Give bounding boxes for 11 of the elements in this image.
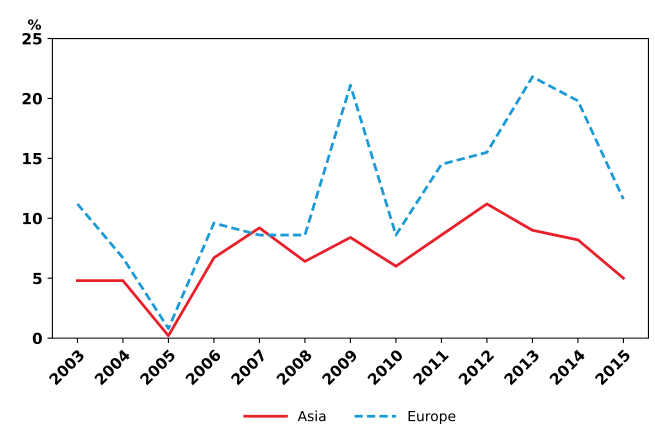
legend-label: Asia (298, 410, 326, 422)
legend-label: Europe (408, 410, 456, 424)
y-tick-label: 15 (23, 153, 42, 164)
y-tick-label: 5 (33, 272, 42, 284)
y-tick-label: 25 (22, 32, 42, 45)
line-series (76, 75, 625, 330)
y-tick-label: 0 (32, 332, 42, 344)
line-series (76, 202, 625, 338)
y-axis-title: % (28, 19, 42, 30)
y-tick-label: 10 (23, 212, 42, 224)
y-tick-label: 20 (22, 92, 42, 104)
